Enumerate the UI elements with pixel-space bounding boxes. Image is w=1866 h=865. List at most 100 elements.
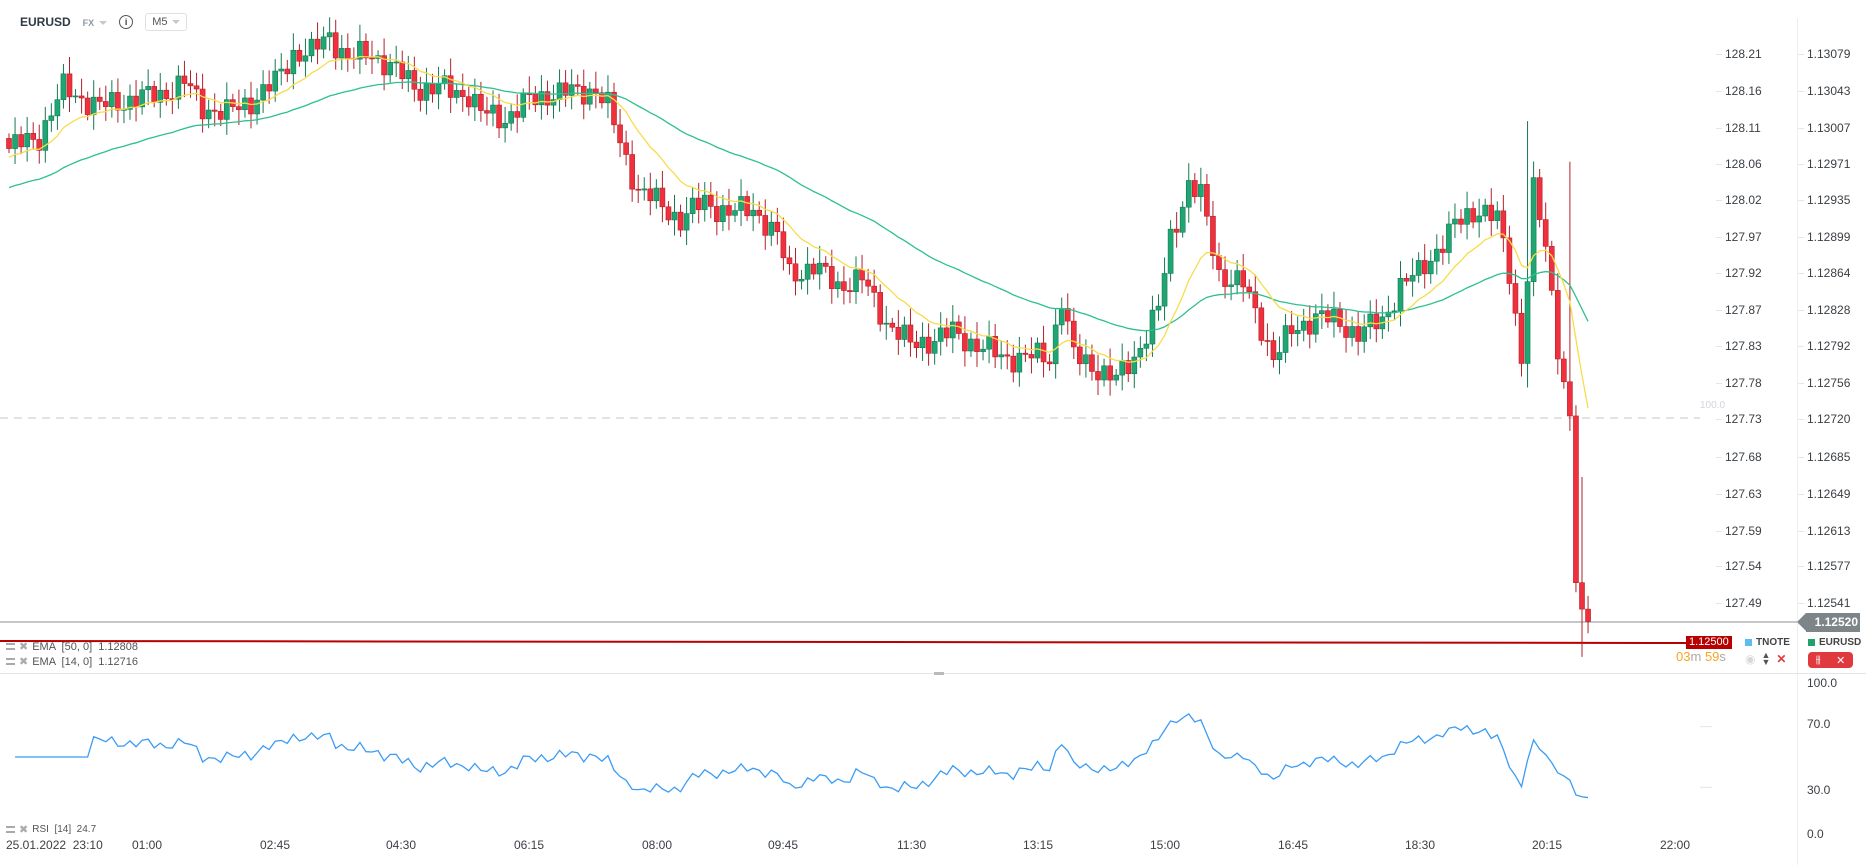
candle-bullish [109, 92, 115, 107]
ema14-line [8, 55, 1589, 409]
candle-bullish [586, 88, 593, 105]
candle-bearish [822, 262, 829, 267]
candle-bearish [248, 97, 254, 115]
candle-bullish [1494, 210, 1501, 221]
sort-arrows-icon[interactable]: ▲ ▼ [1761, 650, 1771, 667]
candle-bullish [750, 209, 756, 217]
candle-bearish [363, 40, 369, 59]
legend-tnote[interactable]: TNOTE [1745, 637, 1790, 648]
candle-bearish [992, 336, 998, 358]
price-tick-label: 1.12613 [1797, 524, 1851, 538]
candle-bullish [1482, 204, 1488, 217]
price-tick-label: 128.21 [1716, 47, 1762, 61]
candle-bearish [707, 194, 714, 207]
candle-bullish [1179, 206, 1186, 233]
price-tick-label: 127.59 [1716, 524, 1762, 538]
alert-price-tag[interactable]: 1.12500 [1686, 636, 1732, 649]
legend-ema14: ✖ EMA [14, 0] 1.12716 [6, 655, 138, 668]
close-icon[interactable]: ✖ [19, 824, 29, 836]
candlestick-icon[interactable]: ⫵ [1815, 653, 1821, 666]
candle-bullish [1137, 347, 1144, 358]
close-icon[interactable]: ✕ [1836, 654, 1846, 667]
candle-bearish [344, 48, 351, 59]
candle-bearish [925, 336, 932, 354]
eye-icon[interactable]: ◉ [1745, 652, 1756, 666]
candle-bearish [187, 83, 194, 87]
candle-bullish [435, 83, 442, 95]
candle-bearish [786, 257, 793, 265]
settings-icon[interactable] [6, 643, 15, 650]
candle-bullish [1282, 325, 1289, 353]
candle-bearish [181, 75, 188, 84]
candle-bearish [1222, 269, 1228, 287]
candle-bullish [1198, 184, 1204, 197]
price-tick-label: 128.16 [1716, 84, 1762, 98]
candle-bearish [1204, 184, 1210, 217]
candle-bullish [1185, 180, 1192, 208]
price-tick-label: 127.49 [1716, 596, 1762, 610]
rsi-tick-label: 30.0 [1807, 783, 1831, 797]
candle-bearish [623, 142, 629, 155]
candle-bearish [780, 231, 787, 259]
candle-bullish [1409, 275, 1416, 282]
price-tick-label: 1.12792 [1797, 339, 1851, 353]
candle-bearish [332, 32, 339, 59]
candle-bearish [84, 97, 91, 115]
candle-bearish [1542, 219, 1549, 247]
pane-resize-handle[interactable] [934, 672, 944, 675]
price-chart[interactable] [0, 0, 1797, 835]
timeframe-dropdown[interactable]: M5 [145, 13, 188, 31]
candle-bearish [496, 104, 502, 129]
time-tick-label: 06:15 [514, 838, 545, 852]
price-tick-label: 1.13007 [1797, 121, 1851, 135]
rsi-label: RSI [14] 24.7 [32, 824, 97, 835]
candle-bearish [1252, 291, 1259, 309]
candle-bearish [18, 134, 24, 148]
settings-icon[interactable] [6, 826, 15, 833]
candle-bearish [1403, 277, 1410, 282]
info-icon[interactable]: i [119, 15, 134, 29]
candle-bearish [859, 269, 865, 281]
current-price-tag: 1.12520 [1797, 613, 1860, 632]
candle-bearish [1421, 260, 1428, 275]
close-icon[interactable]: ✖ [19, 641, 29, 653]
time-tick-label: 09:45 [768, 838, 799, 852]
price-tick-label: 1.12828 [1797, 303, 1851, 317]
time-tick-label: 11:30 [897, 838, 927, 852]
candle-bearish [726, 205, 732, 216]
candle-bullish [816, 262, 823, 275]
close-icon[interactable]: ✖ [19, 656, 29, 668]
candle-bullish [139, 89, 145, 108]
settings-icon[interactable] [6, 658, 15, 665]
candle-bearish [1458, 218, 1464, 225]
candle-bullish [835, 281, 841, 289]
candle-bullish [224, 99, 230, 120]
market-dropdown[interactable]: FX [83, 15, 108, 29]
candle-bearish [562, 82, 569, 96]
candle-bearish [659, 187, 666, 208]
candle-bearish [381, 55, 387, 76]
candle-bearish [847, 290, 853, 293]
candle-bullish [1276, 352, 1283, 360]
candle-bullish [949, 321, 956, 339]
price-tick-label: 1.12720 [1797, 412, 1851, 426]
candle-bearish [1518, 312, 1525, 364]
close-icon[interactable]: ✕ [1776, 652, 1787, 666]
candle-bearish [1573, 415, 1579, 583]
symbol-name[interactable]: EURUSD [20, 15, 71, 29]
candle-bearish [1022, 352, 1029, 355]
legend-eurusd[interactable]: EURUSD [1808, 637, 1861, 648]
candle-bullish [1349, 326, 1355, 338]
candle-bullish [302, 55, 309, 62]
price-tick-label: 127.83 [1716, 339, 1762, 353]
candle-bearish [1173, 228, 1180, 233]
candle-bullish [1143, 343, 1150, 349]
candle-bearish [1373, 313, 1380, 330]
candle-bearish [1555, 290, 1561, 360]
candle-bearish [1264, 340, 1271, 342]
candle-bearish [211, 109, 218, 112]
price-tick-label: 1.12541 [1797, 596, 1851, 610]
candle-bearish [1548, 246, 1555, 291]
candle-bearish [266, 84, 272, 92]
candle-bullish [1446, 223, 1452, 253]
